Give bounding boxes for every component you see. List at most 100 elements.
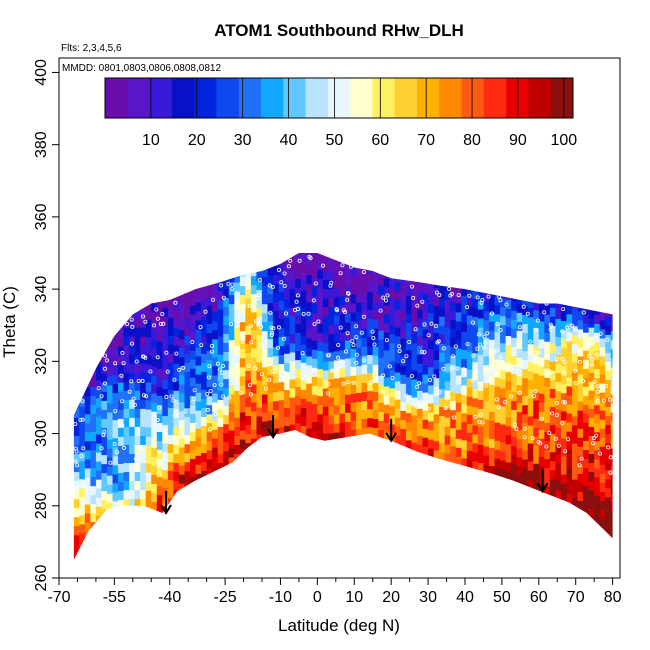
field-cell — [250, 420, 258, 430]
field-cell — [566, 313, 573, 324]
field-cell — [511, 292, 518, 302]
field-cell — [549, 334, 557, 344]
field-cell — [516, 312, 523, 322]
field-cell — [134, 408, 141, 418]
field-cell — [79, 505, 86, 516]
field-cell — [372, 373, 379, 383]
sample-point — [248, 392, 253, 397]
field-cell — [599, 392, 606, 402]
field-cell — [422, 292, 429, 303]
field-cell — [140, 480, 147, 491]
sample-point — [219, 406, 224, 411]
sample-point — [410, 284, 415, 289]
field-cell — [212, 284, 219, 295]
field-cell — [411, 351, 418, 362]
field-cell — [245, 298, 252, 308]
field-cell — [167, 326, 175, 336]
field-cell — [118, 364, 125, 374]
field-cell — [588, 372, 595, 382]
field-cell — [300, 271, 307, 282]
field-cell — [544, 377, 551, 387]
field-cell — [516, 348, 523, 358]
field-cell — [339, 313, 346, 324]
field-cell — [140, 426, 147, 436]
field-cell — [217, 272, 224, 283]
field-cell — [123, 507, 130, 518]
sample-point — [148, 369, 153, 374]
field-cell — [527, 325, 534, 336]
field-cell — [145, 363, 152, 374]
field-cell — [167, 488, 175, 499]
field-cell — [317, 278, 324, 288]
field-cell — [383, 277, 390, 288]
sample-point — [595, 398, 600, 403]
field-cell — [577, 491, 584, 501]
field-cell — [223, 378, 230, 389]
field-cell — [433, 296, 440, 306]
field-cell — [594, 422, 601, 433]
field-cell — [306, 428, 313, 438]
sample-point — [136, 378, 141, 383]
field-cell — [173, 381, 180, 391]
field-cell — [95, 470, 103, 480]
field-cell — [566, 385, 573, 396]
field-cell — [267, 356, 274, 367]
field-cell — [450, 463, 457, 474]
field-cell — [173, 308, 180, 319]
field-cell — [500, 360, 507, 371]
field-cell — [300, 434, 307, 445]
field-cell — [201, 398, 208, 408]
field-cell — [350, 411, 357, 421]
field-cell — [472, 469, 479, 480]
field-cell — [267, 392, 274, 403]
field-cell — [311, 376, 318, 386]
field-cell — [239, 258, 246, 269]
field-cell — [73, 507, 80, 518]
field-cell — [295, 242, 301, 252]
field-cell — [284, 253, 291, 255]
field-cell — [212, 420, 219, 430]
field-cell — [450, 400, 457, 411]
field-cell — [201, 425, 208, 436]
sample-point — [517, 325, 522, 330]
field-cell — [461, 277, 468, 287]
field-cell — [422, 337, 429, 348]
field-cell — [450, 409, 457, 420]
sample-point — [387, 364, 392, 369]
field-cell — [267, 257, 274, 267]
field-cell — [145, 390, 152, 401]
field-cell — [361, 427, 368, 438]
sample-point — [496, 405, 501, 410]
field-cell — [538, 393, 545, 403]
field-cell — [250, 257, 258, 268]
field-cell — [167, 280, 175, 291]
field-cell — [140, 336, 147, 346]
field-cell — [273, 346, 280, 357]
field-cell — [201, 380, 208, 390]
field-cell — [84, 467, 91, 478]
field-cell — [212, 401, 219, 412]
field-cell — [560, 383, 568, 394]
field-cell — [422, 265, 429, 276]
field-cell — [383, 331, 390, 342]
field-cell — [173, 372, 180, 382]
field-cell — [477, 327, 485, 337]
field-cell — [256, 443, 263, 453]
field-cell — [289, 279, 296, 290]
field-cell — [101, 355, 108, 365]
field-cell — [339, 286, 346, 297]
field-cell — [544, 314, 551, 324]
sample-point — [340, 263, 345, 268]
field-cell — [245, 370, 252, 380]
field-cell — [284, 425, 291, 436]
field-cell — [472, 460, 479, 471]
field-cell — [73, 552, 80, 560]
field-cell — [356, 419, 363, 430]
field-cell — [190, 350, 197, 360]
field-cell — [439, 352, 446, 362]
sample-point — [108, 460, 113, 465]
field-cell — [417, 444, 424, 455]
field-cell — [190, 295, 197, 306]
field-cell — [300, 280, 307, 291]
field-cell — [610, 357, 613, 368]
